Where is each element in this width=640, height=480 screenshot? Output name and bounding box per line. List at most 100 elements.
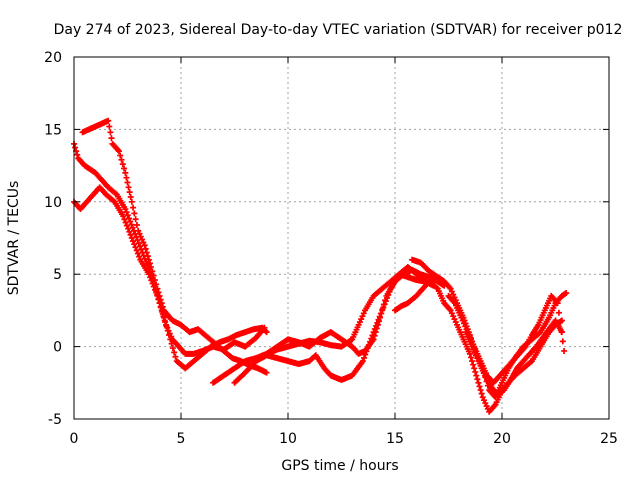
data-point xyxy=(375,318,382,325)
chart-title: Day 274 of 2023, Sidereal Day-to-day VTE… xyxy=(54,22,623,38)
series-track-c xyxy=(79,117,270,376)
data-point xyxy=(374,321,381,328)
series-track-a xyxy=(71,140,268,357)
data-point xyxy=(377,314,384,321)
y-tick-label: 20 xyxy=(44,50,62,66)
data-point xyxy=(127,231,134,238)
data-point xyxy=(126,215,133,222)
data-point xyxy=(157,296,164,303)
y-tick-label: 0 xyxy=(53,340,62,356)
y-tick-label: 15 xyxy=(44,122,62,138)
data-point xyxy=(472,368,479,375)
data-point xyxy=(125,225,132,232)
x-tick-label: 25 xyxy=(600,431,618,447)
data-point xyxy=(473,372,480,379)
data-point xyxy=(118,156,125,163)
data-point xyxy=(370,336,377,343)
data-point xyxy=(143,249,150,256)
data-point xyxy=(141,242,148,249)
data-point xyxy=(105,117,112,124)
data-point xyxy=(107,129,114,136)
data-point xyxy=(554,300,561,307)
data-point xyxy=(466,350,473,357)
x-tick-label: 10 xyxy=(279,431,297,447)
data-point xyxy=(142,245,149,252)
data-point xyxy=(263,369,270,376)
data-point xyxy=(128,221,135,228)
data-point xyxy=(127,218,134,225)
series-track-j xyxy=(462,317,565,398)
data-point xyxy=(361,354,368,361)
data-point xyxy=(74,151,81,158)
data-point xyxy=(160,314,167,321)
data-point xyxy=(558,329,565,336)
data-point xyxy=(359,358,366,365)
data-point xyxy=(172,353,179,360)
data-point xyxy=(136,253,143,260)
data-point xyxy=(122,219,129,226)
data-point xyxy=(159,303,166,310)
data-point xyxy=(132,244,139,251)
data-point xyxy=(121,165,128,172)
data-point xyxy=(153,281,160,288)
data-point xyxy=(126,228,133,235)
data-point xyxy=(108,135,115,142)
data-point xyxy=(131,210,138,217)
data-point xyxy=(132,216,139,223)
data-point xyxy=(124,179,131,186)
data-point xyxy=(106,123,113,130)
data-point xyxy=(123,209,130,216)
data-point xyxy=(127,193,134,200)
data-point xyxy=(147,274,154,281)
data-point xyxy=(72,144,79,151)
data-point xyxy=(171,349,178,356)
y-tick-label: -5 xyxy=(48,412,62,428)
data-point xyxy=(163,323,170,330)
data-point xyxy=(164,327,171,334)
data-point xyxy=(155,289,162,296)
data-point xyxy=(126,189,133,196)
data-point xyxy=(122,169,129,176)
x-tick-label: 15 xyxy=(386,431,404,447)
data-point xyxy=(134,250,141,257)
data-point xyxy=(166,332,173,339)
data-point xyxy=(169,345,176,352)
data-point xyxy=(478,390,485,397)
data-point xyxy=(563,290,570,297)
data-point xyxy=(137,243,144,250)
data-point xyxy=(123,222,130,229)
data-point xyxy=(156,292,163,299)
data-point xyxy=(470,361,477,368)
x-axis-label: GPS time / hours xyxy=(281,458,398,474)
data-point xyxy=(117,152,124,159)
data-point xyxy=(128,235,135,241)
series-track-f xyxy=(263,266,448,357)
data-point xyxy=(555,309,562,316)
data-point xyxy=(263,329,270,336)
data-point xyxy=(262,328,269,335)
data-point xyxy=(167,336,174,343)
grid xyxy=(74,57,609,419)
y-axis-label: SDTVAR / TECUs xyxy=(6,181,22,296)
data-point xyxy=(559,338,566,345)
data-point xyxy=(119,161,126,168)
data-point xyxy=(380,301,387,308)
data-point xyxy=(469,358,476,365)
data-point xyxy=(133,221,140,228)
data-point xyxy=(476,383,483,390)
data-point xyxy=(125,184,132,191)
data-point xyxy=(475,379,482,386)
data-layer xyxy=(71,117,570,415)
data-point xyxy=(122,206,129,213)
data-point xyxy=(130,238,137,245)
data-point xyxy=(146,260,153,267)
plot-frame xyxy=(73,56,610,420)
x-tick-label: 20 xyxy=(493,431,511,447)
data-point xyxy=(371,332,378,339)
data-point xyxy=(144,253,151,260)
data-point xyxy=(145,256,152,263)
data-point xyxy=(123,174,130,181)
ticks: 0 5 10 15 20 25 -5 0 5 10 15 20 xyxy=(44,50,618,447)
